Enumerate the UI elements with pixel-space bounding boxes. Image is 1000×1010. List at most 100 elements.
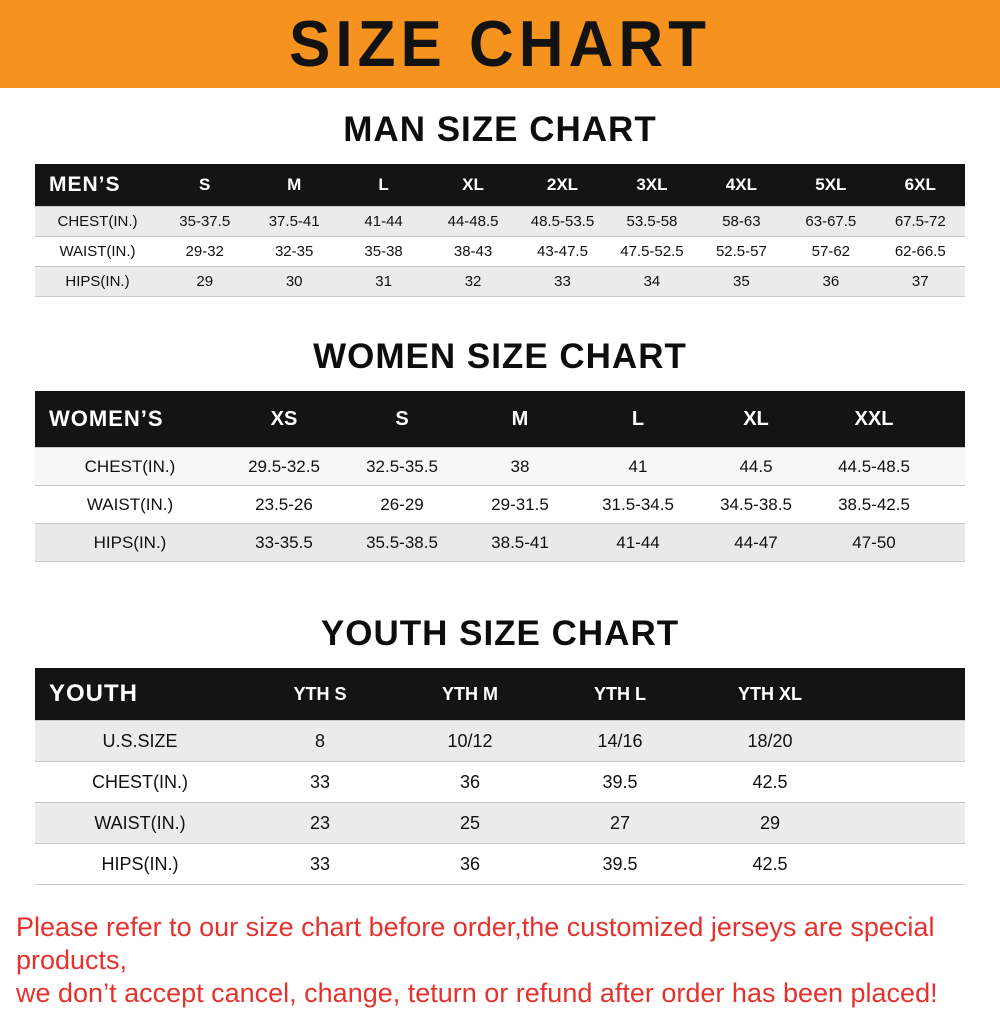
measurement-value-cell: 41-44 [364,213,403,230]
measurement-value-cell: 63-67.5 [805,213,857,230]
size-column-header: YTH XL [737,683,802,704]
size-column-header: L [631,407,645,430]
table-name-cell: WOMEN’S [49,406,164,431]
size-column-header: 4XL [725,175,757,194]
measurement-label-cell: HIPS(IN.) [65,273,130,290]
table-name-cell: MEN’S [49,173,121,196]
size-column-header: XL [743,407,769,430]
size-column-header: M [511,407,529,430]
measurement-value-cell: 58-63 [722,213,761,230]
measurement-label-cell: WAIST(IN.) [86,494,174,514]
measurement-value-cell: 32-35 [274,243,314,260]
measurement-value-cell: 39.5 [602,853,638,874]
measurement-value-cell: 36 [459,853,481,874]
size-column-header: YTH L [594,683,646,704]
measurement-label-cell: HIPS(IN.) [93,532,167,552]
measurement-value-cell: 38-43 [453,243,493,260]
measurement-value-cell: 30 [285,273,303,290]
measurement-value-cell: 33 [554,273,571,290]
measurement-value-cell: 48.5-53.5 [530,213,595,230]
size-column-header: XXL [854,407,894,430]
measurement-value-cell: 37.5-41 [268,213,320,230]
measurement-value-cell: 27 [609,812,631,833]
men-section: MAN SIZE CHART MEN’S S M L XL 2XL 3XL 4XL 5XL 6XL… [0,88,1000,297]
size-column-header: 5XL [815,175,847,194]
measurement-value-cell: 44.5 [739,456,773,476]
size-column-header: L [378,175,389,194]
youth-section: YOUTH SIZE CHART YOUTH YTH S YTH M YTH L YTH… [0,562,1000,885]
measurement-value-cell: 41 [628,456,648,476]
banner: SIZE CHART [0,0,1000,88]
size-column-header: 3XL [636,175,668,194]
measurement-label-cell: CHEST(IN.) [92,771,188,792]
size-column-header: XL [462,175,484,194]
women-size-table: WOMEN’S XS S M L XL XXL CHEST(IN.) 29.5-32.5 32.5… [35,391,965,562]
table-row: HIPS(IN.) 29 30 31 32 33 34 35 36 37 [35,266,965,297]
measurement-value-cell: 44.5-48.5 [838,456,910,476]
measurement-value-cell: 31.5-34.5 [602,494,674,514]
size-column-header: 2XL [546,175,579,194]
measurement-value-cell: 41-44 [616,532,660,552]
men-section-heading: MAN SIZE CHART [343,110,657,149]
measurement-value-cell: 43-47.5 [537,243,588,260]
measurement-value-cell: 47-50 [852,532,896,552]
table-row: HIPS(IN.) 33-35.5 35.5-38.5 38.5-41 41-44 44-… [35,523,965,562]
measurement-value-cell: 29 [196,273,214,290]
measurement-value-cell: 29 [759,812,781,833]
measurement-value-cell: 29.5-32.5 [248,456,320,476]
table-row: HIPS(IN.) 33 36 39.5 42.5 [35,843,965,885]
measurement-label-cell: WAIST(IN.) [59,243,136,260]
measurement-value-cell: 29-32 [185,243,224,260]
table-row: CHEST(IN.) 35-37.5 37.5-41 41-44 44-48.5 48.5… [35,206,965,236]
measurement-value-cell: 34.5-38.5 [720,494,792,514]
measurement-value-cell: 31 [375,273,392,290]
measurement-value-cell: 44-47 [734,532,778,552]
table-name-cell: YOUTH [49,680,138,707]
measurement-value-cell: 37 [911,273,929,290]
youth-size-table: YOUTH YTH S YTH M YTH L YTH XL U.S.SIZE 8 10/12… [35,668,965,885]
measurement-value-cell: 52.5-57 [715,243,767,260]
measurement-value-cell: 32.5-35.5 [366,456,438,476]
measurement-value-cell: 47.5-52.5 [620,243,684,260]
measurement-value-cell: 26-29 [380,494,424,514]
measurement-value-cell: 42.5 [752,853,788,874]
measurement-value-cell: 34 [643,273,661,290]
men-size-table: MEN’S S M L XL 2XL 3XL 4XL 5XL 6XL CHEST(IN.) 35-37… [35,164,965,297]
measurement-value-cell: 33 [309,771,331,792]
measurement-value-cell: 23 [309,812,331,833]
table-header-row: WOMEN’S XS S M L XL XXL [35,391,965,447]
size-column-header: YTH S [293,683,347,704]
size-column-header: 6XL [904,175,936,194]
measurement-value-cell: 35 [733,273,750,290]
footer-note: Please refer to our size chart before or… [0,911,1000,1010]
measurement-value-cell: 38.5-41 [491,532,549,552]
page-title: SIZE CHART [289,7,711,81]
measurement-value-cell: 32 [464,273,482,290]
youth-section-heading: YOUTH SIZE CHART [320,614,680,653]
measurement-label-cell: HIPS(IN.) [101,853,179,874]
measurement-value-cell: 38 [510,456,530,476]
table-row: U.S.SIZE 8 10/12 14/16 18/20 [35,720,965,761]
women-section: WOMEN SIZE CHART WOMEN’S XS S M L XL XXL CHEST(… [0,297,1000,562]
size-column-header: M [287,175,302,194]
footer-line-2: we don’t accept cancel, change, teturn o… [16,977,938,1008]
table-row: WAIST(IN.) 23 25 27 29 [35,802,965,843]
table-header-row: YOUTH YTH S YTH M YTH L YTH XL [35,668,965,720]
measurement-value-cell: 53.5-58 [626,213,678,230]
measurement-value-cell: 36 [459,771,481,792]
measurement-value-cell: 35-37.5 [179,213,231,230]
measurement-label-cell: CHEST(IN.) [57,213,138,230]
size-column-header: S [199,175,211,194]
measurement-label-cell: CHEST(IN.) [84,456,176,476]
table-row: WAIST(IN.) 29-32 32-35 35-38 38-43 43-47.5 47.… [35,236,965,266]
measurement-label-cell: WAIST(IN.) [94,812,186,833]
measurement-value-cell: 8 [314,730,325,751]
measurement-value-cell: 25 [459,812,481,833]
size-column-header: XS [270,407,298,430]
measurement-value-cell: 42.5 [752,771,788,792]
measurement-value-cell: 33 [309,853,331,874]
measurement-value-cell: 35.5-38.5 [366,532,438,552]
measurement-value-cell: 44-48.5 [447,213,499,230]
footer-line-1: Please refer to our size chart before or… [16,912,935,975]
measurement-value-cell: 36 [822,273,840,290]
